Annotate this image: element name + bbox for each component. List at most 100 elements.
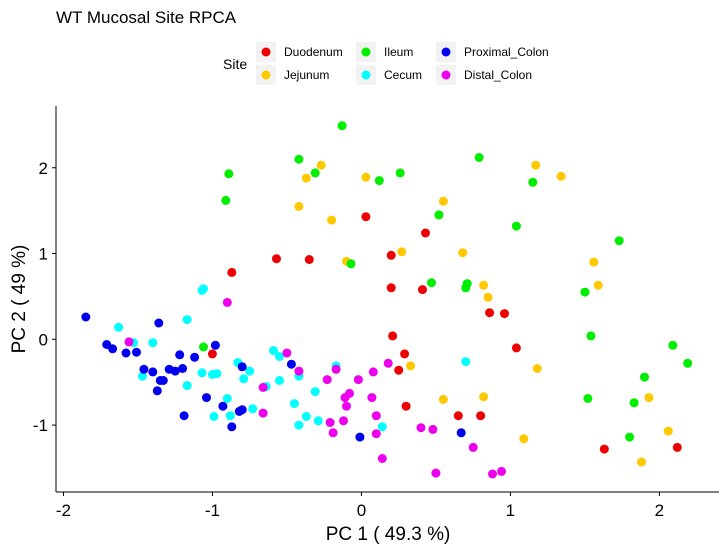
point-cecum	[269, 346, 278, 355]
point-proximal-colon	[148, 367, 158, 377]
legend: Site Duodenum Jejunum Ileum Cecum Proximal_C…	[223, 42, 549, 85]
point-duodenum	[400, 349, 410, 359]
x-tick-label: -2	[56, 501, 71, 520]
point-duodenum	[386, 250, 396, 260]
point-ileum	[461, 283, 471, 293]
point-jejunum	[294, 201, 304, 211]
x-axis-ticks: -2 -1 0 1 2	[56, 492, 664, 520]
point-jejunum	[438, 196, 448, 206]
data-points	[81, 121, 693, 479]
point-jejunum	[327, 215, 337, 225]
point-duodenum	[394, 365, 404, 375]
y-axis-label: PC 2 ( 49 %)	[9, 245, 30, 354]
point-cecum	[461, 357, 471, 367]
point-proximal-colon	[179, 411, 189, 421]
point-ileum	[337, 121, 347, 131]
point-distal-colon	[367, 393, 377, 403]
point-cecum	[225, 411, 235, 421]
point-jejunum	[589, 257, 599, 267]
point-proximal-colon	[286, 359, 296, 369]
point-duodenum	[418, 285, 427, 295]
x-tick-label: 0	[357, 501, 366, 520]
point-duodenum	[304, 255, 314, 264]
point-proximal-colon	[175, 350, 185, 360]
point-cecum	[310, 387, 320, 397]
point-proximal-colon	[210, 340, 220, 350]
point-jejunum	[556, 171, 566, 181]
point-jejunum	[479, 392, 489, 402]
point-ileum	[294, 154, 304, 164]
point-distal-colon	[342, 401, 351, 411]
point-proximal-colon	[139, 364, 149, 374]
point-duodenum	[500, 309, 509, 319]
point-proximal-colon	[158, 376, 168, 385]
point-jejunum	[316, 160, 326, 170]
x-tick-label: -1	[205, 501, 220, 520]
point-distal-colon	[488, 469, 497, 479]
point-proximal-colon	[152, 386, 162, 396]
point-cecum	[197, 368, 207, 378]
point-distal-colon	[258, 408, 268, 418]
point-ileum	[583, 394, 593, 403]
point-ileum	[586, 331, 596, 341]
point-cecum	[182, 315, 192, 325]
point-duodenum	[599, 444, 609, 454]
point-ileum	[614, 236, 624, 246]
point-jejunum	[406, 361, 416, 371]
point-ileum	[221, 195, 231, 205]
point-distal-colon	[431, 468, 441, 478]
point-jejunum	[593, 280, 603, 290]
point-jejunum	[438, 394, 448, 404]
x-tick-label: 1	[506, 501, 515, 520]
legend-marker-cecum	[361, 70, 371, 80]
point-cecum	[212, 369, 222, 379]
legend-label-distal-colon: Distal_Colon	[464, 68, 532, 82]
point-ileum	[374, 176, 384, 186]
point-cecum	[377, 422, 387, 432]
point-ileum	[629, 398, 639, 408]
legend-marker-ileum	[361, 47, 371, 57]
legend-marker-jejunum	[261, 70, 271, 80]
point-ileum	[346, 259, 356, 269]
point-jejunum	[361, 172, 371, 182]
point-duodenum	[207, 349, 217, 359]
point-ileum	[640, 372, 649, 382]
point-proximal-colon	[108, 344, 118, 354]
point-ileum	[683, 358, 693, 368]
y-tick-label: 2	[39, 159, 48, 178]
legend-marker-duodenum	[261, 47, 271, 57]
point-proximal-colon	[218, 401, 228, 411]
point-proximal-colon	[190, 352, 200, 362]
plot-area: -2 -1 0 1 2 -1 0 1 2	[33, 106, 719, 520]
point-duodenum	[672, 442, 682, 452]
point-jejunum	[644, 393, 654, 403]
point-cecum	[182, 381, 192, 391]
point-proximal-colon	[237, 405, 247, 415]
point-ileum	[580, 287, 590, 297]
point-distal-colon	[428, 424, 438, 434]
legend-label-ileum: Ileum	[384, 45, 413, 59]
point-proximal-colon	[237, 362, 247, 372]
point-distal-colon	[322, 375, 332, 385]
point-cecum	[137, 371, 147, 381]
point-distal-colon	[371, 429, 381, 439]
point-cecum	[275, 352, 284, 361]
point-duodenum	[227, 267, 237, 277]
point-duodenum	[386, 283, 396, 293]
point-proximal-colon	[154, 318, 164, 328]
point-cecum	[245, 366, 255, 376]
legend-title: Site	[223, 56, 247, 72]
point-ileum	[474, 153, 484, 162]
point-jejunum	[637, 457, 646, 467]
point-duodenum	[361, 212, 371, 222]
point-distal-colon	[222, 297, 232, 307]
point-duodenum	[388, 331, 398, 341]
point-ileum	[625, 432, 635, 442]
point-proximal-colon	[456, 428, 466, 438]
point-cecum	[248, 404, 258, 414]
point-proximal-colon	[81, 312, 91, 322]
point-distal-colon	[294, 366, 304, 376]
y-tick-label: -1	[33, 416, 48, 435]
point-duodenum	[272, 254, 281, 264]
point-proximal-colon	[355, 432, 365, 442]
